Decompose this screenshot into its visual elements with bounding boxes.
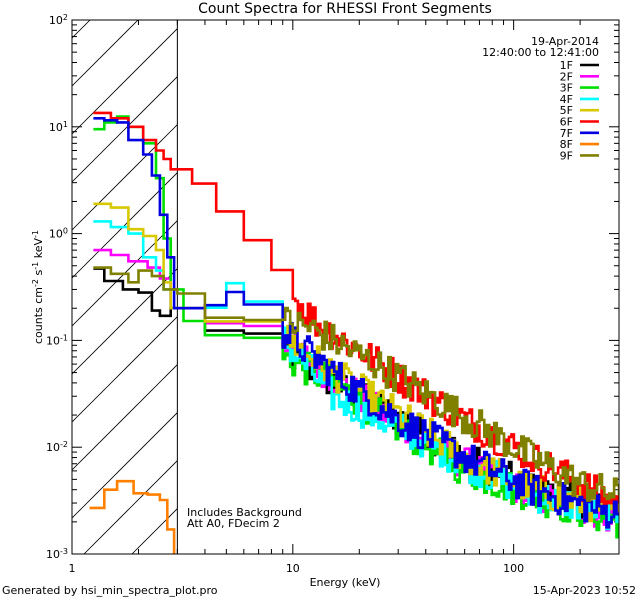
footer-timestamp: 15-Apr-2023 10:52: [533, 584, 636, 597]
legend-label: 8F: [560, 138, 573, 151]
hatch-line: [72, 28, 177, 135]
background-note: Includes Background: [187, 506, 302, 519]
legend-label: 3F: [560, 82, 573, 95]
y-label-part1: counts cm: [32, 287, 45, 344]
hatch-line: [72, 364, 177, 471]
hatch-line: [72, 316, 177, 423]
y-tick-label: 10-2: [46, 440, 68, 455]
hatch-line: [72, 412, 177, 519]
series-line-6F: [93, 111, 619, 513]
legend-label: 7F: [560, 127, 573, 140]
series-line-3F: [93, 115, 619, 539]
chart-title: Count Spectra for RHESSI Front Segments: [198, 1, 492, 17]
x-axis-label: Energy (keV): [310, 576, 381, 589]
attenuator-note: Att A0, FDecim 2: [187, 517, 280, 530]
plot-frame: [71, 19, 620, 555]
y-tick-label: 10-3: [46, 547, 68, 562]
legend-label: 2F: [560, 70, 573, 83]
y-tick-label: 10-1: [46, 333, 68, 348]
y-tick-labels: 102 101 100 10-1 10-2 10-3: [46, 13, 68, 562]
hatch-line: [72, 124, 177, 231]
legend-label: 1F: [560, 59, 573, 72]
hatched-region: [72, 20, 178, 554]
y-axis-label: counts cm-2 s-1 keV-1: [31, 230, 46, 344]
footer-generated-by: Generated by hsi_min_spectra_plot.pro: [2, 584, 218, 597]
y-label-exp2: -1: [31, 262, 40, 270]
x-tick-label: 10: [286, 562, 300, 575]
hatch-line: [83, 460, 177, 554]
y-tick-label: 101: [49, 119, 68, 134]
y-label-exp3: -1: [31, 230, 40, 238]
y-tick-label: 100: [49, 226, 68, 241]
hatch-line: [72, 268, 177, 375]
y-label-part3: keV: [32, 238, 45, 262]
series-lines: [89, 111, 619, 554]
y-label-part2: s: [32, 269, 45, 278]
hatch-line: [131, 508, 177, 554]
time-range-annotation: 12:40:00 to 12:41:00: [482, 46, 599, 59]
x-tick-label: 100: [503, 562, 524, 575]
y-label-exp1: -2: [31, 279, 40, 287]
date-annotation: 19-Apr-2014: [531, 35, 599, 48]
series-line-8F: [89, 479, 176, 554]
x-tick-labels: 1 10 100: [69, 562, 525, 575]
legend-label: 9F: [560, 149, 573, 162]
legend-label: 6F: [560, 116, 573, 129]
x-tick-label: 1: [69, 562, 76, 575]
hatch-line: [72, 76, 177, 183]
legend-label: 5F: [560, 104, 573, 117]
series-line-9F: [93, 266, 619, 502]
hatch-line: [72, 220, 177, 327]
hatch-line: [72, 172, 177, 279]
series-line-7F: [93, 117, 619, 529]
legend-label: 4F: [560, 93, 573, 106]
y-tick-label: 102: [49, 13, 68, 28]
